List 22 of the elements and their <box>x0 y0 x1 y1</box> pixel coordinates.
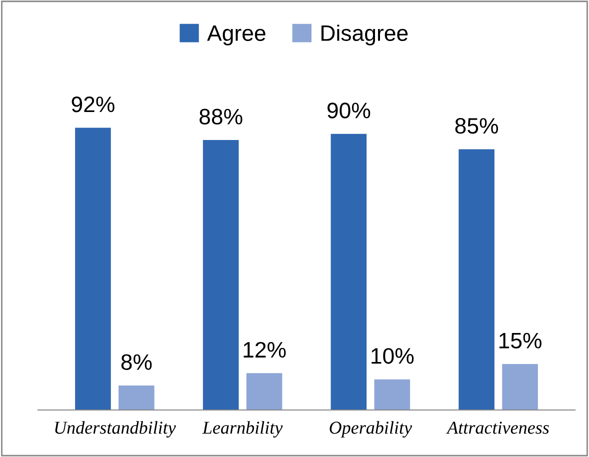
data-label: 12% <box>244 342 286 358</box>
legend-label: Agree <box>207 26 266 46</box>
data-label: 15% <box>499 332 542 348</box>
x-tick-label: Attractiveness <box>446 422 549 434</box>
x-tick-label: Learnbility <box>202 421 283 438</box>
bar <box>330 134 367 410</box>
data-label: 8% <box>121 354 152 370</box>
data-label: 92% <box>72 96 114 112</box>
bar <box>118 385 154 410</box>
legend-label: Disagree <box>322 24 408 46</box>
bar <box>502 364 538 410</box>
x-tick-label: Understandbility <box>55 421 176 438</box>
bar <box>246 373 282 410</box>
data-label: 90% <box>327 102 370 118</box>
bar <box>202 140 239 410</box>
data-label: 88% <box>200 108 242 125</box>
bar <box>374 379 410 410</box>
data-label: 10% <box>372 348 414 364</box>
bar <box>75 128 111 410</box>
x-tick-label: Operability <box>330 421 412 438</box>
data-label: 85% <box>455 118 498 134</box>
bar <box>458 149 494 410</box>
